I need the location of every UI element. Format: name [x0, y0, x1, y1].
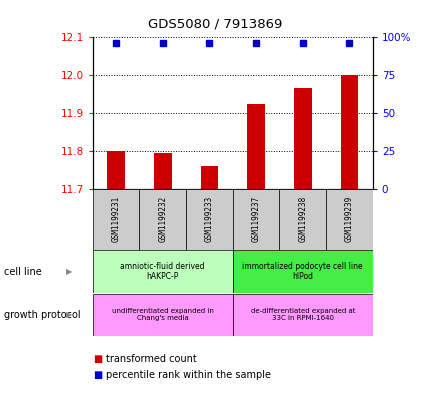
- Bar: [186, 189, 232, 250]
- Text: GSM1199232: GSM1199232: [158, 196, 167, 242]
- Bar: [247, 103, 264, 189]
- Text: percentile rank within the sample: percentile rank within the sample: [105, 370, 270, 380]
- Bar: [92, 189, 139, 250]
- Text: ■: ■: [92, 370, 101, 380]
- Bar: [326, 189, 372, 250]
- Bar: [232, 189, 279, 250]
- Text: immortalized podocyte cell line
hIPod: immortalized podocyte cell line hIPod: [242, 262, 362, 281]
- Bar: [293, 88, 311, 189]
- Bar: [340, 75, 357, 189]
- Bar: [92, 294, 232, 336]
- Bar: [279, 189, 326, 250]
- Text: ■: ■: [92, 354, 101, 364]
- Bar: [107, 151, 125, 189]
- Text: GDS5080 / 7913869: GDS5080 / 7913869: [148, 18, 282, 31]
- Text: ▶: ▶: [65, 310, 72, 319]
- Text: de-differentiated expanded at
33C in RPMI-1640: de-differentiated expanded at 33C in RPM…: [250, 308, 354, 321]
- Text: GSM1199231: GSM1199231: [111, 196, 120, 242]
- Bar: [154, 153, 171, 189]
- Text: growth protocol: growth protocol: [4, 310, 81, 320]
- Bar: [139, 189, 186, 250]
- Text: GSM1199239: GSM1199239: [344, 196, 353, 242]
- Bar: [232, 250, 372, 293]
- Text: ▶: ▶: [65, 267, 72, 276]
- Text: cell line: cell line: [4, 266, 42, 277]
- Text: GSM1199237: GSM1199237: [251, 196, 260, 242]
- Text: GSM1199233: GSM1199233: [204, 196, 213, 242]
- Bar: [232, 294, 372, 336]
- Bar: [200, 166, 218, 189]
- Text: amniotic-fluid derived
hAKPC-P: amniotic-fluid derived hAKPC-P: [120, 262, 205, 281]
- Bar: [92, 250, 232, 293]
- Text: GSM1199238: GSM1199238: [298, 196, 307, 242]
- Text: transformed count: transformed count: [105, 354, 196, 364]
- Text: undifferentiated expanded in
Chang's media: undifferentiated expanded in Chang's med…: [111, 308, 213, 321]
